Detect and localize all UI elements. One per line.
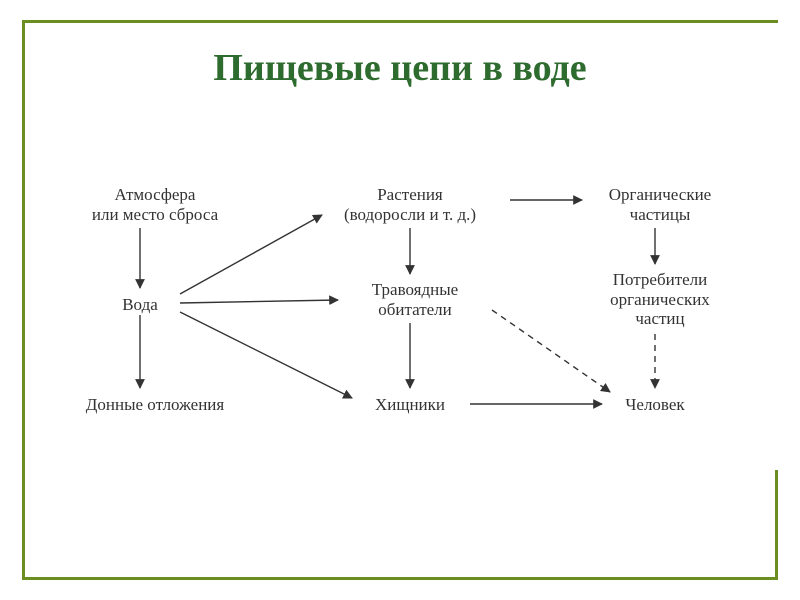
- node-text-line: Органические: [609, 185, 711, 204]
- node-text-line: Потребители: [613, 270, 708, 289]
- node-human: Человек: [605, 395, 705, 415]
- node-text-line: обитатели: [378, 300, 452, 319]
- node-text-line: (водоросли и т. д.): [344, 205, 476, 224]
- node-text-line: органических: [610, 290, 710, 309]
- edge-arrow: [180, 300, 338, 303]
- node-text-line: Атмосфера: [115, 185, 196, 204]
- slide-title: Пищевые цепи в воде: [0, 46, 800, 90]
- node-text-line: Хищники: [375, 395, 445, 414]
- node-plants: Растения(водоросли и т. д.): [315, 185, 505, 224]
- node-text-line: или место сброса: [92, 205, 218, 224]
- edge-arrow: [180, 215, 322, 294]
- slide: Пищевые цепи в воде Атмосфераили место с…: [0, 0, 800, 600]
- node-sediments: Донные отложения: [60, 395, 250, 415]
- node-text-line: Вода: [122, 295, 158, 314]
- node-text-line: Растения: [377, 185, 443, 204]
- edge-arrow: [180, 312, 352, 398]
- node-text-line: Донные отложения: [86, 395, 224, 414]
- node-predators: Хищники: [355, 395, 465, 415]
- node-atmosphere: Атмосфераили место сброса: [70, 185, 240, 224]
- node-text-line: Человек: [625, 395, 684, 414]
- node-text-line: частиц: [635, 309, 684, 328]
- node-text-line: частицы: [630, 205, 691, 224]
- frame-top: [22, 20, 778, 23]
- node-consumers: Потребителиорганическихчастиц: [580, 270, 740, 329]
- frame-left: [22, 20, 25, 580]
- node-organic: Органическиечастицы: [580, 185, 740, 224]
- frame-right: [775, 470, 778, 580]
- node-herbivores: Травоядныеобитатели: [340, 280, 490, 319]
- node-water: Вода: [100, 295, 180, 315]
- node-text-line: Травоядные: [372, 280, 458, 299]
- frame-bottom: [22, 577, 778, 580]
